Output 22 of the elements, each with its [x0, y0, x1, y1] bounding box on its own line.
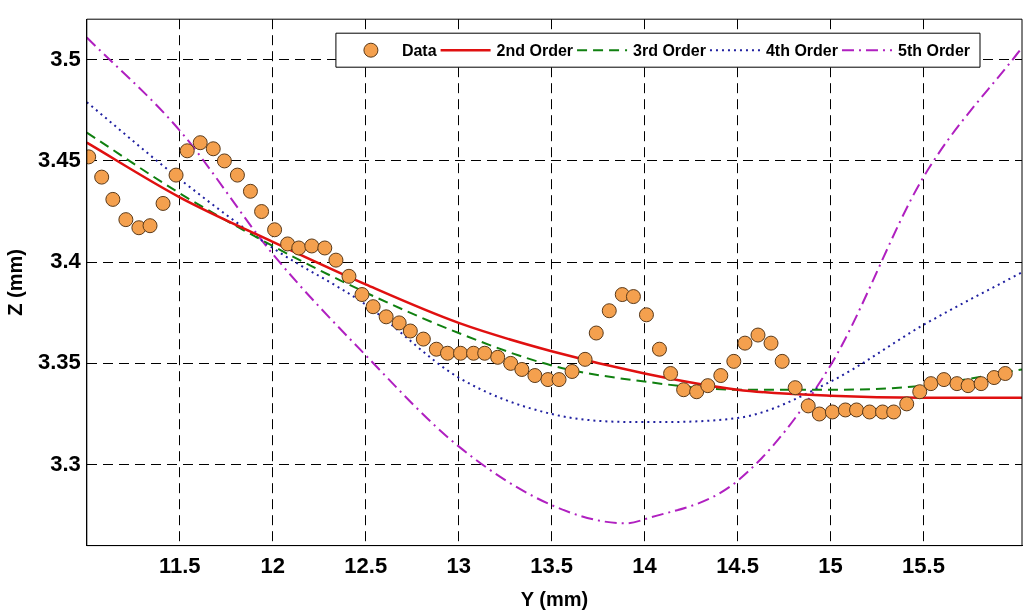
x-tick-label: 14: [632, 552, 658, 578]
legend-label: 3rd Order: [633, 41, 706, 59]
legend-label: 2nd Order: [496, 41, 574, 59]
legend-label: 5th Order: [897, 41, 970, 59]
x-tick-label: 12: [260, 552, 285, 578]
y-tick-label: 3.4: [50, 248, 82, 274]
x-tick-label: 11.5: [158, 552, 201, 578]
x-tick-label: 13.5: [530, 552, 574, 578]
y-axis-title: Z (mm): [3, 249, 26, 316]
x-tick-label: 14.5: [716, 552, 759, 578]
y-tick-label: 3.3: [50, 450, 81, 476]
y-tick-label: 3.45: [37, 146, 81, 172]
x-axis-title: Y (mm): [520, 587, 589, 610]
y-tick-label: 3.5: [50, 45, 81, 71]
x-tick-label: 15: [818, 552, 843, 578]
y-tick-label: 3.35: [37, 349, 81, 375]
legend-label: 4th Order: [765, 41, 838, 59]
x-tick-label: 13: [446, 552, 471, 578]
x-tick-label: 12.5: [344, 552, 388, 578]
legend-label: Data: [401, 41, 437, 59]
x-tick-label: 15.5: [902, 552, 945, 578]
line-series: [86, 36, 1022, 525]
